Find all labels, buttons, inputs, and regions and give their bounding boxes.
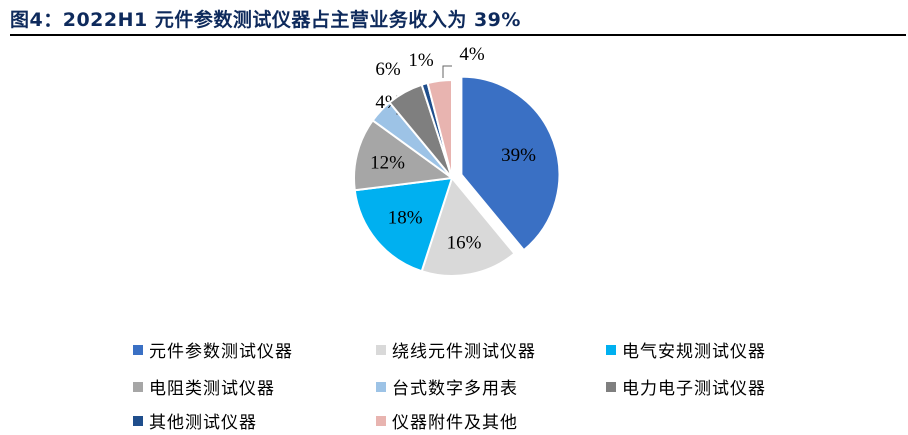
data-label-power-electronics: 6% bbox=[375, 59, 401, 80]
legend-swatch bbox=[376, 415, 386, 426]
legend-swatch bbox=[133, 415, 143, 426]
data-label-component-param: 39% bbox=[501, 145, 536, 166]
chart-title: 图4：2022H1 元件参数测试仪器占主营业务收入为 39% bbox=[10, 9, 521, 31]
legend-item-power-electronics: 电力电子测试仪器 bbox=[606, 374, 766, 399]
legend-swatch bbox=[376, 381, 386, 392]
legend-swatch bbox=[606, 344, 616, 355]
legend-item-component-param: 元件参数测试仪器 bbox=[133, 337, 293, 362]
legend-label: 台式数字多用表 bbox=[392, 379, 518, 399]
legend-swatch bbox=[133, 344, 143, 355]
title-underline bbox=[10, 34, 906, 36]
legend-item-electrical-safety: 电气安规测试仪器 bbox=[606, 337, 766, 362]
data-label-winding-component: 16% bbox=[447, 233, 482, 254]
data-label-accessories-other: 4% bbox=[459, 44, 485, 65]
legend-label: 其他测试仪器 bbox=[149, 413, 257, 433]
legend-swatch bbox=[606, 381, 616, 392]
legend-label: 电气安规测试仪器 bbox=[622, 342, 766, 362]
pie-slice-electrical-safety bbox=[353, 176, 454, 273]
legend-item-resistance: 电阻类测试仪器 bbox=[133, 374, 275, 399]
pie-slice-resistance bbox=[353, 119, 455, 192]
data-label-electrical-safety: 18% bbox=[388, 208, 423, 229]
legend-label: 电力电子测试仪器 bbox=[622, 379, 766, 399]
data-label-resistance: 12% bbox=[370, 152, 405, 173]
legend-item-bench-multimeter: 台式数字多用表 bbox=[376, 374, 518, 399]
legend-swatch bbox=[133, 381, 143, 392]
legend-item-other-instruments: 其他测试仪器 bbox=[133, 408, 257, 433]
legend-item-accessories-other: 仪器附件及其他 bbox=[376, 408, 518, 433]
pie-slice-accessories-other bbox=[426, 78, 453, 179]
legend-label: 电阻类测试仪器 bbox=[149, 379, 275, 399]
data-label-other-instruments: 1% bbox=[408, 50, 434, 71]
legend-label: 元件参数测试仪器 bbox=[149, 342, 293, 362]
legend-swatch bbox=[376, 344, 386, 355]
leader-line-accessories-other bbox=[442, 65, 452, 78]
pie-slice-component-param bbox=[460, 75, 561, 252]
legend-label: 绕线元件测试仪器 bbox=[392, 342, 536, 362]
legend-label: 仪器附件及其他 bbox=[392, 413, 518, 433]
legend-item-winding-component: 绕线元件测试仪器 bbox=[376, 337, 536, 362]
